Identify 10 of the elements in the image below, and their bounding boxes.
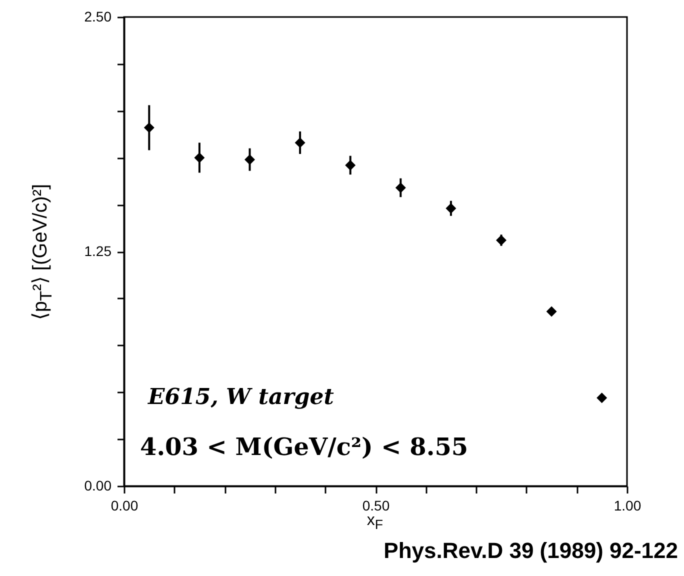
text: Phys.Rev.D 39 (1989) 92-122 <box>384 538 678 564</box>
annotation: 4.03 < M(GeV/c²) < 8.55 <box>140 432 468 461</box>
annotation: E615, W target <box>148 384 334 410</box>
y-tick-label: 2.50 <box>84 8 112 24</box>
x-tick-label: 0.00 <box>110 498 138 514</box>
x-tick-label: 1.00 <box>614 498 642 514</box>
y-tick-label: 0.00 <box>84 478 112 494</box>
x-tick-label: 0.50 <box>362 498 390 514</box>
y-tick-label: 1.25 <box>84 243 112 259</box>
x-axis-title: x$_{F}$ <box>366 512 384 532</box>
